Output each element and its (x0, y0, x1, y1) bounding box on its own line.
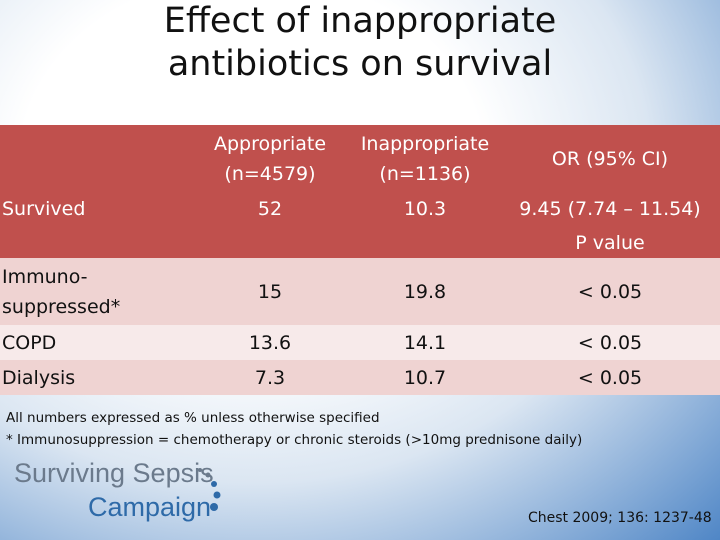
table-cell: Inappropriate (n=1136) (350, 128, 500, 190)
cell-text: < 0.05 (577, 366, 643, 389)
title: Effect of inappropriate antibiotics on s… (0, 0, 720, 86)
table-cell: COPD (2, 325, 192, 360)
logo-dots (198, 468, 221, 511)
cell-text: (n=4579) (224, 163, 316, 185)
table-cell: 52 (190, 192, 350, 226)
row-band (0, 360, 720, 395)
table-cell: Dialysis (2, 360, 192, 395)
cell-text: suppressed* (2, 295, 121, 318)
cell-text: 13.6 (248, 331, 292, 354)
cell-text: (n=1136) (379, 163, 471, 185)
cell-text: Survived (2, 198, 86, 220)
cell-text: Immuno- (2, 265, 88, 288)
cell-text: < 0.05 (577, 280, 643, 303)
table-cell: 10.3 (350, 192, 500, 226)
cell-text: OR (95% CI) (551, 148, 669, 170)
cell-text: Inappropriate (360, 133, 490, 155)
table-cell: 10.7 (350, 360, 500, 395)
logo-text: Campaign (88, 492, 212, 522)
table-cell: 9.45 (7.74 – 11.54) (500, 192, 720, 226)
table-cell: < 0.05 (500, 325, 720, 360)
citation: Chest 2009; 136: 1237-48 (528, 510, 712, 526)
table-cell: 14.1 (350, 325, 500, 360)
table-cell: 19.8 (350, 258, 500, 325)
table-cell: OR (95% CI) (500, 128, 720, 190)
table-cell: Immuno-suppressed* (2, 258, 192, 325)
footnote: * Immunosuppression = chemotherapy or ch… (6, 432, 583, 448)
footnote: All numbers expressed as % unless otherw… (6, 410, 380, 426)
cell-text: Appropriate (213, 133, 327, 155)
title-text: Effect of inappropriate antibiotics on s… (163, 1, 557, 84)
cell-text: 15 (257, 280, 283, 303)
cell-text: COPD (2, 331, 57, 354)
cell-text: 10.3 (403, 198, 447, 220)
table-cell: P value (500, 228, 720, 258)
cell-text: 7.3 (254, 366, 286, 389)
table-cell: 15 (190, 258, 350, 325)
cell-text: 14.1 (403, 331, 447, 354)
logo-text: Surviving Sepsis (14, 458, 214, 488)
row-band (0, 325, 720, 360)
table-cell: 13.6 (190, 325, 350, 360)
table-cell: Survived (2, 192, 192, 226)
cell-text: < 0.05 (577, 331, 643, 354)
cell-text: 52 (257, 198, 283, 220)
cell-text: Dialysis (2, 366, 76, 389)
table-cell: Appropriate (n=4579) (190, 128, 350, 190)
cell-text: 19.8 (403, 280, 447, 303)
table-cell: < 0.05 (500, 360, 720, 395)
table-cell: < 0.05 (500, 258, 720, 325)
row-band (0, 258, 720, 325)
header-band (0, 125, 720, 258)
cell-text: 9.45 (7.74 – 11.54) (519, 198, 701, 220)
cell-text: 10.7 (403, 366, 447, 389)
cell-text: P value (575, 232, 645, 254)
table-cell: 7.3 (190, 360, 350, 395)
